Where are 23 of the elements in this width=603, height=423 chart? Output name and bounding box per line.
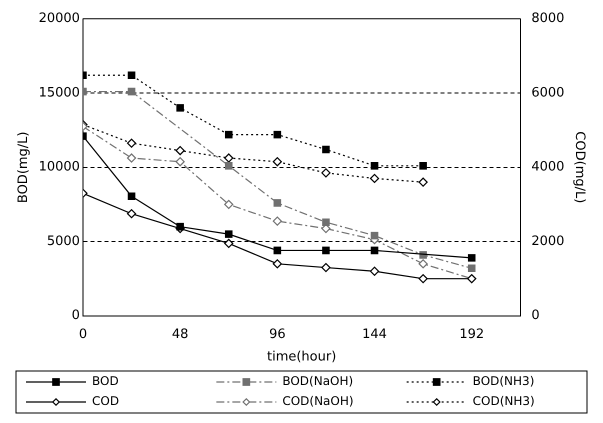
y2-axis-title: COD(mg/L) bbox=[572, 131, 587, 204]
y-tick-label: 20000 bbox=[38, 11, 80, 26]
x-tick-label: 144 bbox=[362, 326, 387, 342]
y-axis-title: BOD(mg/L) bbox=[16, 131, 32, 204]
y-tick-label: 0 bbox=[72, 308, 80, 324]
y2-tick-label: 6000 bbox=[531, 85, 564, 100]
legend-label: COD bbox=[92, 394, 120, 408]
legend-label: COD(NH3) bbox=[472, 394, 535, 408]
y-tick-label: 15000 bbox=[38, 85, 80, 100]
legend-label: BOD bbox=[92, 374, 119, 388]
legend-label: BOD(NH3) bbox=[472, 374, 534, 388]
y2-tick-label: 4000 bbox=[531, 160, 564, 175]
y2-tick-label: 2000 bbox=[531, 234, 564, 249]
x-tick-label: 96 bbox=[269, 326, 286, 342]
legend-label: BOD(NaOH) bbox=[282, 374, 354, 388]
x-tick-label: 48 bbox=[172, 326, 188, 342]
y2-tick-label: 8000 bbox=[531, 11, 564, 26]
y-tick-label: 5000 bbox=[46, 234, 80, 249]
x-axis-title: time(hour) bbox=[266, 350, 336, 365]
y2-tick-label: 0 bbox=[531, 308, 540, 324]
legend-label: COD(NaOH) bbox=[282, 394, 354, 408]
y-tick-label: 10000 bbox=[38, 160, 80, 175]
x-tick-label: 192 bbox=[459, 326, 484, 342]
